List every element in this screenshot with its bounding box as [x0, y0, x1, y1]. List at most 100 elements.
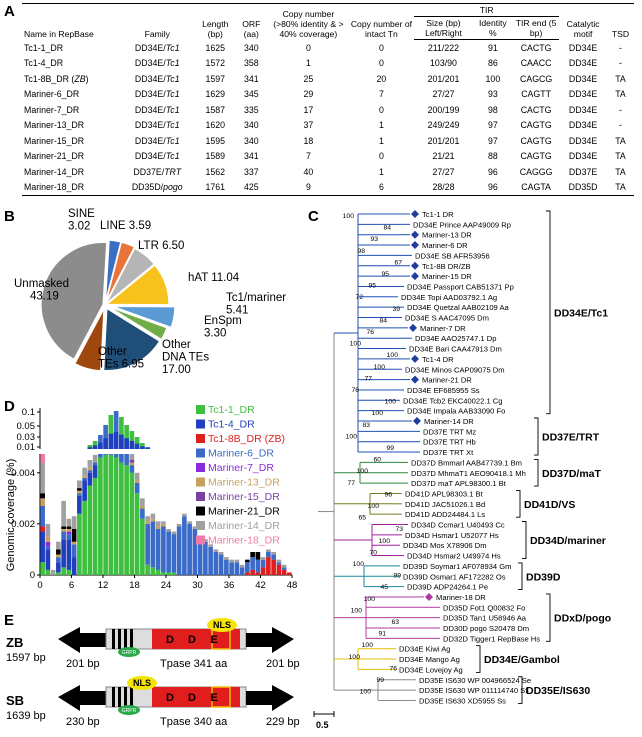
diamond-icon [411, 272, 419, 281]
cell-length: 1761 [196, 179, 235, 196]
coverage-bar-chart: Genomic coverage (%) 0.1 0.050.030.01 0.004… [5, 404, 297, 591]
cell-intact: 0 [378, 104, 384, 115]
support-value: 99 [386, 445, 394, 452]
bar-segment [255, 552, 261, 560]
bar-segment [155, 569, 161, 575]
table-row: Mariner-18_DR DD35D/pogo 1761 425 9 6 28/28 96 C… [22, 179, 634, 196]
bar-segment [260, 567, 266, 575]
cell-length: 1597 [205, 73, 226, 84]
cell-orf: 337 [243, 166, 259, 177]
bar-segment [40, 526, 45, 532]
bar-segment [250, 569, 255, 575]
bar-segment [45, 523, 51, 537]
cell-end: CAGTT [521, 89, 551, 100]
cell-intact: 7 [378, 89, 384, 100]
table-row: Mariner-13_DR DD34E/Tc1 1620 340 37 1 249/249 9… [22, 118, 634, 134]
table-row: Mariner-14_DR DD37E/TRT 1562 337 40 1 27/27 96 C… [22, 164, 634, 180]
cell-name: Mariner-15_DR [24, 135, 85, 146]
x-tick-label: 24 [161, 580, 172, 591]
x-tick-label: 0 [37, 580, 42, 591]
cell-family: DD34E/Tc1 [134, 135, 180, 146]
bar-segment [45, 569, 51, 575]
cell-size: 28/28 [414, 179, 473, 196]
bar-segment-upper [103, 438, 108, 449]
scale-label: 0.5 [316, 720, 329, 730]
col-tir-size: Size (bp) Left/Right [414, 16, 473, 40]
support-value: 100 [372, 410, 384, 417]
zb-length: 1597 bp [6, 652, 46, 664]
pie-label: LTR 6.50 [138, 240, 184, 252]
cell-copy: 25 [303, 73, 314, 84]
tree-leaf-label: DD41D APL98303.1 Bt [405, 489, 484, 498]
support-value: 45 [380, 584, 388, 591]
x-tick-label: 42 [255, 580, 266, 591]
clade-bracket [518, 676, 523, 704]
legend-label: Mariner-18_DR [208, 535, 280, 547]
bar-segment [66, 531, 72, 535]
clade-bracket [534, 458, 539, 487]
paired-domain-bar [112, 687, 115, 707]
bar-segment [239, 564, 245, 568]
clade-label: DD34E/Tc1 [554, 307, 608, 319]
tree-leaf-label: DD32D Tigger1 RepBase Hs [443, 634, 540, 643]
bar-segment [213, 552, 219, 575]
pie-label: EnSpm 3.30 [204, 315, 242, 340]
panel-label-b: B [4, 208, 15, 225]
bar-segment [266, 549, 271, 552]
col-motif: Catalytic motif [559, 3, 608, 40]
cell-family: DD35D/pogo [118, 179, 197, 196]
bar-segment [150, 567, 156, 575]
legend-label: Mariner-14_DR [208, 520, 280, 532]
bar-segment [171, 534, 177, 573]
bar-segment [134, 480, 140, 483]
clade-bracket [476, 645, 481, 673]
legend-swatch [196, 521, 205, 530]
legend-label: Tc1-4_DR [208, 419, 255, 431]
x-tick-label: 18 [129, 580, 140, 591]
bar-segment [82, 475, 87, 478]
bar-segment [61, 529, 66, 532]
motif-letter: E [210, 634, 217, 646]
bar-segment [87, 485, 93, 575]
cell-orf: 341 [243, 73, 259, 84]
bar-segment-upper [87, 445, 93, 449]
upper-tick-label: 0.03 [17, 432, 36, 443]
bar-segment [124, 465, 129, 575]
cell-end: CACTG [520, 42, 552, 53]
cell-copy: 40 [303, 166, 314, 177]
cell-copy: 17 [303, 104, 314, 115]
pie-slice-other-dna-tes [103, 307, 161, 372]
bar-segment-upper [134, 443, 140, 449]
cell-intact: 20 [376, 73, 387, 84]
bar-segment-upper [140, 443, 145, 449]
bar-segment [61, 526, 66, 529]
support-value: 77 [347, 480, 355, 487]
left-tir-length: 230 bp [66, 716, 100, 728]
col-tir: TIR [414, 3, 560, 17]
bar-segment [98, 454, 103, 458]
cell-end: CAGTG [520, 120, 552, 131]
tree-leaf-label: DD34E Passport CAB51371 Pp [407, 282, 514, 291]
bar-segment [234, 562, 240, 575]
col-copy80: Copy number (>80% identity & > 40% cover… [268, 3, 349, 40]
bar-segment [40, 493, 45, 499]
bar-segment [40, 454, 45, 463]
cell-intact: 1 [378, 135, 384, 146]
bar-segment [260, 559, 266, 568]
clade-label: DD37D/maT [542, 468, 602, 480]
cell-copy: 29 [303, 89, 314, 100]
support-value: 100 [343, 213, 355, 220]
col-name: Name in RepBase [22, 3, 119, 40]
bar-segment-upper [129, 431, 135, 449]
paired-domain-bar [124, 629, 127, 649]
clade-bracket [522, 521, 527, 559]
cell-motif: DD34E [568, 73, 598, 84]
tree-leaf-label: DD35D Fot1 Q00832 Fo [443, 603, 525, 612]
col-tir-end: TIR end (5 bp) [513, 16, 560, 40]
bar-segment-upper [87, 447, 93, 449]
cell-family: DD37E/TRT [133, 166, 182, 177]
tree-leaf-label: DD34E Prince AAP49009 Rp [413, 220, 511, 229]
bar-segment [271, 554, 276, 560]
bar-segment [92, 454, 98, 463]
tree-leaf-label: DD37E TRT Mz [423, 427, 476, 436]
